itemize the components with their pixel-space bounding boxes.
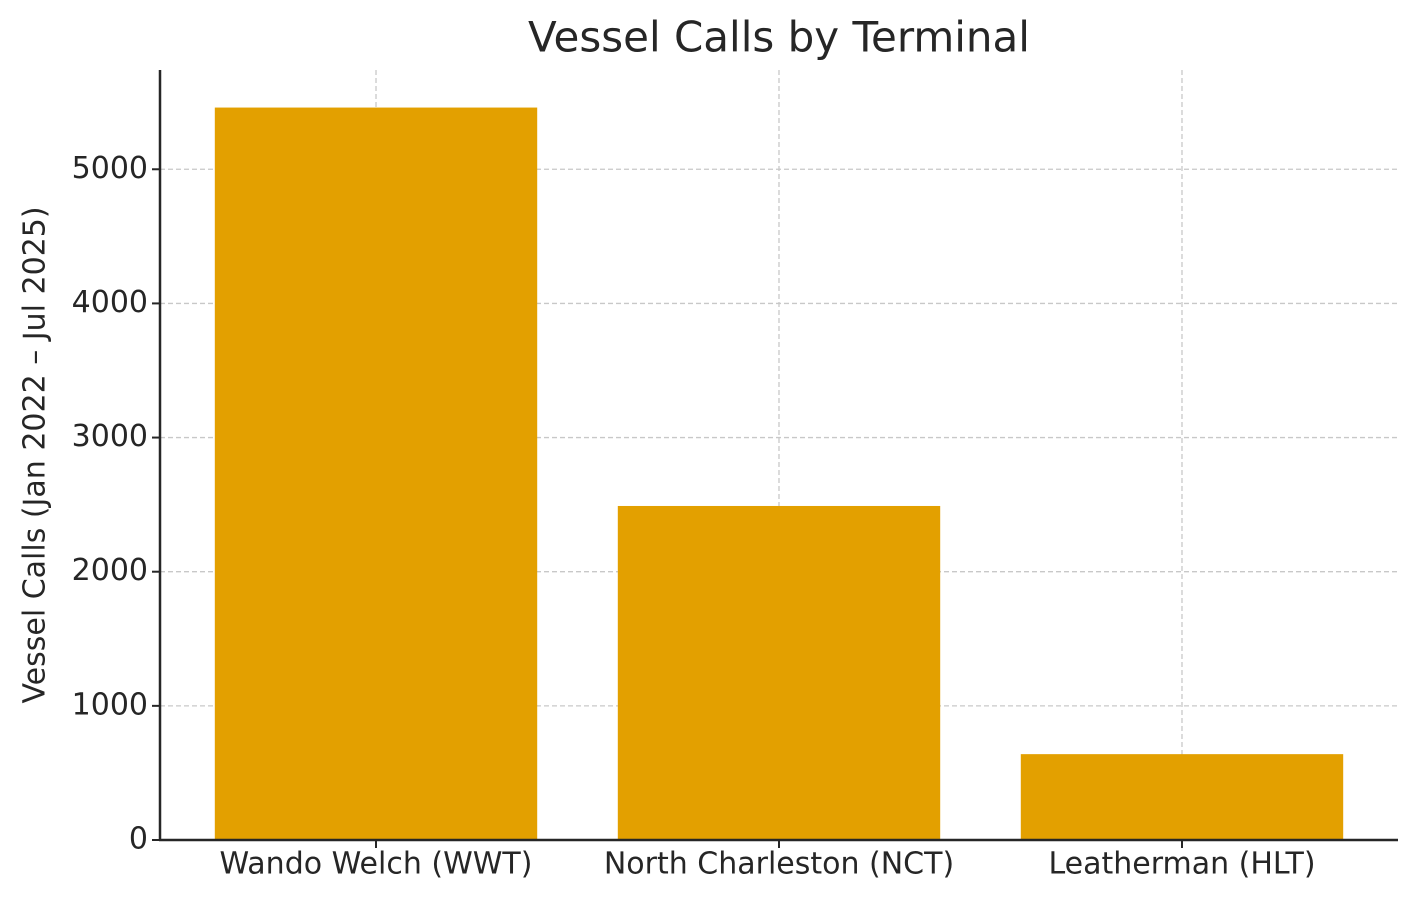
x-tick-label: Wando Welch (WWT) <box>220 847 533 882</box>
x-tick-label: Leatherman (HLT) <box>1048 847 1315 882</box>
y-tick-label: 1000 <box>72 687 148 722</box>
y-axis-label: Vessel Calls (Jan 2022 – Jul 2025) <box>18 206 53 703</box>
y-tick-label: 4000 <box>72 285 148 320</box>
y-tick-label: 0 <box>129 822 148 857</box>
chart-title: Vessel Calls by Terminal <box>528 13 1030 62</box>
bar <box>617 505 941 840</box>
bar <box>1020 754 1344 840</box>
y-tick-label: 2000 <box>72 553 148 588</box>
x-tick-label: North Charleston (NCT) <box>604 847 954 882</box>
bar <box>214 107 538 840</box>
y-tick-label: 5000 <box>72 151 148 186</box>
y-tick-label: 3000 <box>72 419 148 454</box>
